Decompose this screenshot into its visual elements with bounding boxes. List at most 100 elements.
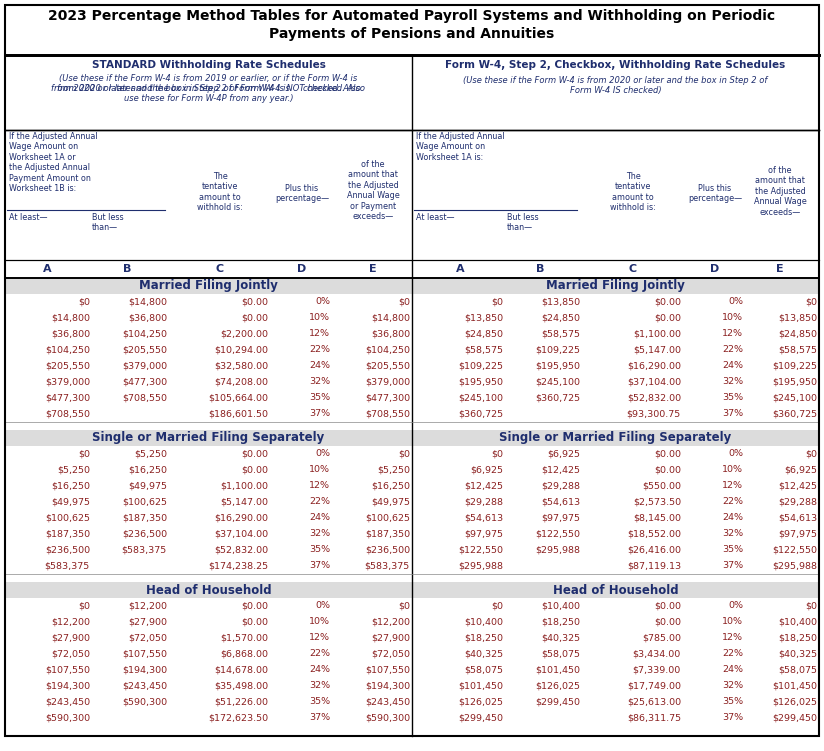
Text: $0: $0 bbox=[805, 602, 817, 611]
Text: 0%: 0% bbox=[728, 297, 743, 306]
Text: $105,664.00: $105,664.00 bbox=[208, 394, 268, 403]
Text: $583,375: $583,375 bbox=[44, 562, 90, 571]
Text: $52,832.00: $52,832.00 bbox=[627, 394, 681, 403]
Text: $107,550: $107,550 bbox=[45, 665, 90, 674]
Text: 37%: 37% bbox=[722, 562, 743, 571]
Text: $590,300: $590,300 bbox=[122, 698, 167, 707]
Text: $187,350: $187,350 bbox=[44, 529, 90, 538]
Text: $236,500: $236,500 bbox=[365, 545, 410, 554]
Text: $0.00: $0.00 bbox=[241, 466, 268, 475]
Text: $0.00: $0.00 bbox=[654, 466, 681, 475]
Text: from 2020 or later and the box in Step 2 of Form W-4 is     checked. Also: from 2020 or later and the box in Step 2… bbox=[57, 84, 360, 93]
Text: $187,350: $187,350 bbox=[365, 529, 410, 538]
Bar bbox=[412, 582, 819, 598]
Text: $205,550: $205,550 bbox=[122, 345, 167, 354]
Text: $1,100.00: $1,100.00 bbox=[220, 481, 268, 490]
Text: $24,850: $24,850 bbox=[778, 330, 817, 339]
Text: $0.00: $0.00 bbox=[654, 297, 681, 306]
Text: Single or Married Filing Separately: Single or Married Filing Separately bbox=[499, 432, 732, 445]
Text: $24,850: $24,850 bbox=[464, 330, 503, 339]
Text: $243,450: $243,450 bbox=[122, 681, 167, 690]
Text: If the Adjusted Annual
Wage Amount on
Worksheet 1A is:: If the Adjusted Annual Wage Amount on Wo… bbox=[416, 132, 504, 161]
Text: $295,988: $295,988 bbox=[772, 562, 817, 571]
Text: 37%: 37% bbox=[309, 562, 330, 571]
Text: $1,570.00: $1,570.00 bbox=[220, 634, 268, 643]
Text: At least—: At least— bbox=[416, 213, 455, 222]
Text: $104,250: $104,250 bbox=[45, 345, 90, 354]
Text: 32%: 32% bbox=[309, 529, 330, 538]
Text: $100,625: $100,625 bbox=[365, 514, 410, 523]
Text: $194,300: $194,300 bbox=[44, 681, 90, 690]
Text: $14,800: $14,800 bbox=[51, 313, 90, 322]
Text: of the
amount that
the Adjusted
Annual Wage
or Payment
exceeds—: of the amount that the Adjusted Annual W… bbox=[347, 160, 400, 221]
Text: $97,975: $97,975 bbox=[464, 529, 503, 538]
Bar bbox=[5, 582, 412, 598]
Text: $0: $0 bbox=[491, 297, 503, 306]
Text: 22%: 22% bbox=[722, 497, 743, 506]
Text: $86,311.75: $86,311.75 bbox=[627, 713, 681, 722]
Text: $195,950: $195,950 bbox=[535, 361, 580, 370]
Text: Form W-4, Step 2, Checkbox, Withholding Rate Schedules: Form W-4, Step 2, Checkbox, Withholding … bbox=[446, 60, 785, 70]
Text: 10%: 10% bbox=[309, 617, 330, 626]
Text: 22%: 22% bbox=[309, 497, 330, 506]
Text: Plus this
percentage—: Plus this percentage— bbox=[275, 184, 329, 204]
Text: Payments of Pensions and Annuities: Payments of Pensions and Annuities bbox=[269, 27, 555, 41]
Text: $12,425: $12,425 bbox=[541, 466, 580, 475]
Text: 12%: 12% bbox=[309, 634, 330, 643]
Text: $10,294.00: $10,294.00 bbox=[214, 345, 268, 354]
Text: $583,375: $583,375 bbox=[122, 545, 167, 554]
Text: $101,450: $101,450 bbox=[535, 665, 580, 674]
Text: $6,925: $6,925 bbox=[547, 450, 580, 459]
Text: $583,375: $583,375 bbox=[365, 562, 410, 571]
Text: $299,450: $299,450 bbox=[458, 713, 503, 722]
Text: B: B bbox=[123, 264, 131, 274]
Text: Head of Household: Head of Household bbox=[553, 584, 678, 596]
Text: $0.00: $0.00 bbox=[654, 617, 681, 626]
Text: $708,550: $708,550 bbox=[122, 394, 167, 403]
Text: 0%: 0% bbox=[315, 450, 330, 459]
Text: $18,250: $18,250 bbox=[464, 634, 503, 643]
Text: $97,975: $97,975 bbox=[541, 514, 580, 523]
Text: $785.00: $785.00 bbox=[642, 634, 681, 643]
Text: $10,400: $10,400 bbox=[541, 602, 580, 611]
Text: $243,450: $243,450 bbox=[365, 698, 410, 707]
Text: (Use these if the Form W-4 is from 2020 or later and the box in Step 2 of: (Use these if the Form W-4 is from 2020 … bbox=[463, 76, 768, 85]
Text: 0%: 0% bbox=[315, 602, 330, 611]
Text: 12%: 12% bbox=[722, 330, 743, 339]
Text: Married Filing Jointly: Married Filing Jointly bbox=[546, 279, 685, 292]
Text: 10%: 10% bbox=[722, 313, 743, 322]
Text: $36,800: $36,800 bbox=[51, 330, 90, 339]
Text: $54,613: $54,613 bbox=[464, 514, 503, 523]
Text: 32%: 32% bbox=[722, 378, 743, 387]
Text: 10%: 10% bbox=[309, 466, 330, 475]
Text: $10,400: $10,400 bbox=[778, 617, 817, 626]
Text: $13,850: $13,850 bbox=[778, 313, 817, 322]
Text: $36,800: $36,800 bbox=[371, 330, 410, 339]
Text: $104,250: $104,250 bbox=[365, 345, 410, 354]
Text: $590,300: $590,300 bbox=[44, 713, 90, 722]
Text: 35%: 35% bbox=[722, 545, 743, 554]
Text: use these for Form W-4P from any year.): use these for Form W-4P from any year.) bbox=[124, 94, 293, 103]
Text: of the
amount that
the Adjusted
Annual Wage
exceeds—: of the amount that the Adjusted Annual W… bbox=[754, 166, 807, 216]
Text: $195,950: $195,950 bbox=[458, 378, 503, 387]
Text: 24%: 24% bbox=[309, 665, 330, 674]
Text: $590,300: $590,300 bbox=[365, 713, 410, 722]
Text: $0.00: $0.00 bbox=[241, 450, 268, 459]
Text: $107,550: $107,550 bbox=[122, 650, 167, 659]
Text: $72,050: $72,050 bbox=[128, 634, 167, 643]
Text: 0%: 0% bbox=[728, 450, 743, 459]
Text: $16,250: $16,250 bbox=[128, 466, 167, 475]
Text: $29,288: $29,288 bbox=[541, 481, 580, 490]
Text: 12%: 12% bbox=[722, 481, 743, 490]
Text: 22%: 22% bbox=[722, 650, 743, 659]
Text: $5,250: $5,250 bbox=[134, 450, 167, 459]
Text: $0.00: $0.00 bbox=[241, 617, 268, 626]
Text: $18,250: $18,250 bbox=[541, 617, 580, 626]
Text: $7,339.00: $7,339.00 bbox=[633, 665, 681, 674]
Text: $205,550: $205,550 bbox=[365, 361, 410, 370]
Text: $97,975: $97,975 bbox=[778, 529, 817, 538]
Text: $0: $0 bbox=[78, 297, 90, 306]
Text: $101,450: $101,450 bbox=[772, 681, 817, 690]
Text: $8,145.00: $8,145.00 bbox=[633, 514, 681, 523]
Text: STANDARD Withholding Rate Schedules: STANDARD Withholding Rate Schedules bbox=[91, 60, 325, 70]
